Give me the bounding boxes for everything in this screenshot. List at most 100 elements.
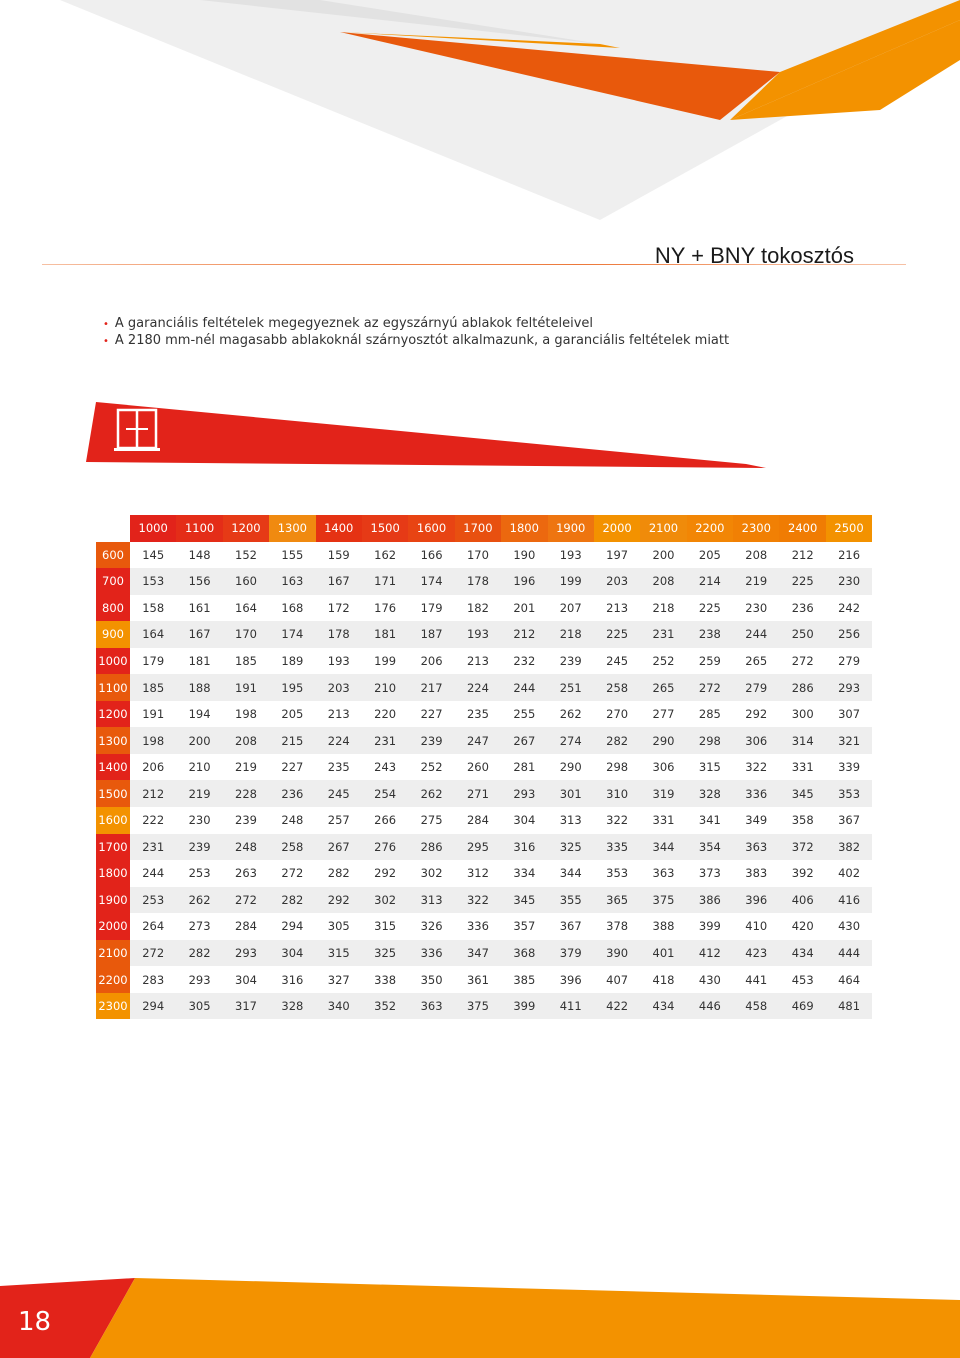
table-cell: 464	[838, 972, 861, 987]
table-cell: 216	[838, 547, 861, 562]
table-cell: 262	[408, 780, 455, 808]
table-cell: 367	[559, 919, 582, 934]
table-cell: 292	[745, 707, 768, 722]
table-cell: 322	[454, 886, 502, 914]
table-cell: 248	[222, 833, 270, 861]
column-header: 1800	[501, 515, 548, 542]
table-cell: 163	[269, 568, 316, 595]
table-cell: 262	[559, 707, 582, 722]
row-header: 900	[96, 621, 130, 648]
table-row: 1300 198 200 208 215 224 231 239 247 267 274 282 290…	[96, 727, 873, 754]
column-header: 2200	[686, 515, 734, 542]
table-cell: 390	[593, 939, 641, 967]
table-cell: 206	[142, 760, 165, 775]
table-cell: 231	[130, 833, 177, 861]
table-cell: 174	[269, 621, 316, 648]
table-cell: 353	[825, 780, 873, 808]
table-row: 800 158 161 164 168 172 176 179 182 201 207 213 218 2…	[96, 594, 872, 622]
table-row: 600 145 148 152 155 159 162 166 170 190 193 197 200 2…	[96, 541, 872, 569]
table-cell: 352	[361, 992, 409, 1020]
table-cell: 328	[686, 780, 734, 808]
table-cell: 235	[327, 760, 350, 775]
table-row: 900 164 167 170 174 178 181 187 193 212 218 225 231 2…	[96, 621, 873, 648]
table-cell: 406	[779, 886, 826, 914]
table-cell: 214	[686, 568, 734, 595]
row-header: 2100	[96, 939, 130, 967]
column-header: 2400	[779, 515, 826, 542]
table-cell: 166	[420, 547, 443, 562]
column-header: 2300	[733, 515, 780, 542]
table-cell: 336	[733, 780, 780, 808]
column-header: 1100	[176, 515, 223, 542]
column-header: 2000	[593, 515, 641, 542]
table-cell: 195	[269, 674, 316, 701]
table-cell: 153	[130, 568, 177, 595]
table-cell: 382	[825, 833, 873, 861]
table-cell: 171	[361, 568, 409, 595]
table-cell: 253	[188, 866, 211, 881]
table-cell: 372	[779, 833, 826, 861]
table-cell: 265	[745, 654, 768, 668]
table-cell: 164	[235, 600, 257, 615]
table-cell: 244	[501, 674, 548, 701]
table-cell: 265	[640, 674, 687, 701]
table-cell: 325	[361, 939, 409, 967]
table-cell: 161	[188, 600, 211, 615]
bullet-icon: •	[103, 319, 109, 330]
table-cell: 244	[733, 621, 780, 648]
table-cell: 283	[142, 972, 165, 987]
price-table: 1000 1100 1200 1300 1400 1500 1600 1700 1800 1900…	[96, 515, 873, 1020]
table-cell: 386	[686, 886, 734, 914]
table-cell: 207	[559, 600, 582, 615]
table-cell: 208	[640, 568, 687, 595]
table-cell: 160	[222, 568, 270, 595]
table-cell: 316	[281, 972, 304, 987]
table-cell: 245	[315, 780, 362, 808]
table-cell: 170	[222, 621, 270, 648]
table-cell: 247	[454, 727, 502, 754]
table-cell: 430	[838, 919, 861, 934]
table-cell: 331	[652, 813, 675, 828]
table-cell: 170	[466, 547, 489, 562]
table-cell: 301	[547, 780, 594, 808]
table-cell: 248	[281, 813, 304, 828]
table-cell: 441	[745, 972, 768, 987]
row-header: 1600	[96, 807, 130, 834]
column-header: 2100	[640, 515, 687, 542]
table-cell: 227	[281, 760, 304, 775]
table-cell: 294	[130, 992, 177, 1020]
note-item: • A garanciális feltételek megegyeznek az…	[103, 316, 594, 331]
table-cell: 243	[374, 760, 397, 775]
table-cell: 322	[745, 760, 768, 775]
table-cell: 307	[838, 707, 861, 722]
row-header: 700	[96, 568, 130, 595]
table-cell: 167	[176, 621, 223, 648]
table-cell: 334	[513, 866, 536, 881]
table-body: 600 145 148 152 155 159 162 166 170 190 193 197 200 2…	[96, 541, 873, 1020]
table-cell: 304	[513, 813, 536, 828]
title-underline	[42, 264, 906, 265]
table-cell: 305	[327, 919, 350, 934]
table-cell: 350	[420, 972, 443, 987]
table-row: 1900 253 262 272 282 292 302 313 322 345 355 365 375…	[96, 886, 873, 914]
table-cell: 481	[825, 992, 873, 1020]
table-cell: 263	[235, 866, 257, 881]
table-cell: 197	[606, 547, 629, 562]
corner-cell	[96, 515, 130, 542]
table-cell: 293	[222, 939, 270, 967]
table-cell: 193	[454, 621, 502, 648]
table-cell: 191	[142, 707, 165, 722]
table-cell: 152	[235, 547, 257, 562]
table-cell: 416	[825, 886, 873, 914]
table-cell: 253	[130, 886, 177, 914]
table-cell: 284	[466, 813, 489, 828]
table-cell: 368	[501, 939, 548, 967]
table-cell: 338	[374, 972, 397, 987]
table-cell: 292	[315, 886, 362, 914]
table-cell: 181	[361, 621, 409, 648]
table-cell: 188	[176, 674, 223, 701]
table-cell: 179	[420, 600, 443, 615]
table-row: 1600 222 230 239 248 257 266 275 284 304 313 322 331…	[96, 807, 872, 834]
column-header: 1300	[269, 515, 316, 542]
table-cell: 200	[176, 727, 223, 754]
